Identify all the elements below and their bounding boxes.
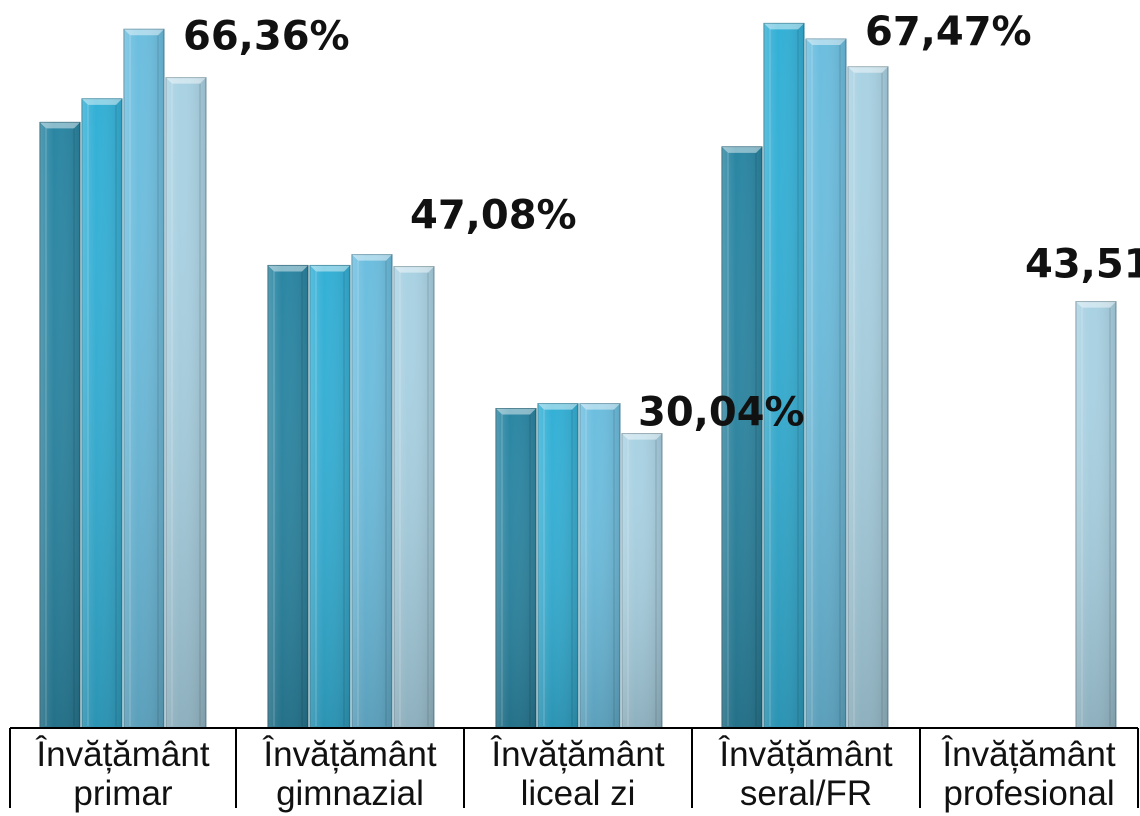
bar-4-1 [721, 146, 763, 729]
data-label-3: 30,04% [638, 390, 805, 436]
category-label-line: primar [73, 774, 173, 813]
bar-3-4 [621, 433, 663, 729]
data-label-5: 43,51% [1025, 242, 1140, 288]
data-labels: 66,36% 47,08% 30,04% 67,47% 43,51% [183, 9, 1140, 436]
bar-1-1 [39, 121, 81, 729]
bar-2-4 [393, 266, 435, 729]
bar-3-2 [537, 403, 579, 729]
bar-4-4 [847, 66, 889, 729]
category-label-line: Învățământ [35, 735, 209, 774]
category-label-line: Învățământ [941, 735, 1115, 774]
data-label-1: 66,36% [183, 14, 350, 60]
category-label-line: seral/FR [740, 774, 872, 813]
bar-2-1 [267, 264, 309, 729]
category-label-line: Învățământ [718, 735, 892, 774]
bar-2-3 [351, 254, 393, 729]
bar-3-1 [495, 408, 537, 729]
category-label-line: profesional [943, 774, 1114, 813]
bar-3-3 [579, 403, 621, 729]
category-label-5: Învățământ profesional [941, 735, 1115, 813]
category-label-line: gimnazial [276, 774, 424, 813]
bar-1-3 [123, 28, 165, 729]
bar-1-2 [81, 98, 123, 729]
data-label-2: 47,08% [410, 193, 577, 239]
bar-2-2 [309, 264, 351, 729]
data-label-4: 67,47% [865, 9, 1032, 55]
bar-5-4 [1075, 301, 1117, 729]
category-label-line: Învățământ [262, 735, 436, 774]
bar-4-2 [763, 22, 805, 729]
bar-1-4 [165, 77, 207, 729]
bar-4-3 [805, 38, 847, 729]
category-label-2: Învățământ gimnazial [262, 735, 436, 813]
category-label-1: Învățământ primar [35, 735, 209, 813]
bars [39, 22, 1117, 729]
category-label-line: Învățământ [490, 735, 664, 774]
category-label-line: liceal zi [521, 774, 636, 813]
category-label-3: Învățământ liceal zi [490, 735, 664, 813]
category-label-4: Învățământ seral/FR [718, 735, 892, 813]
